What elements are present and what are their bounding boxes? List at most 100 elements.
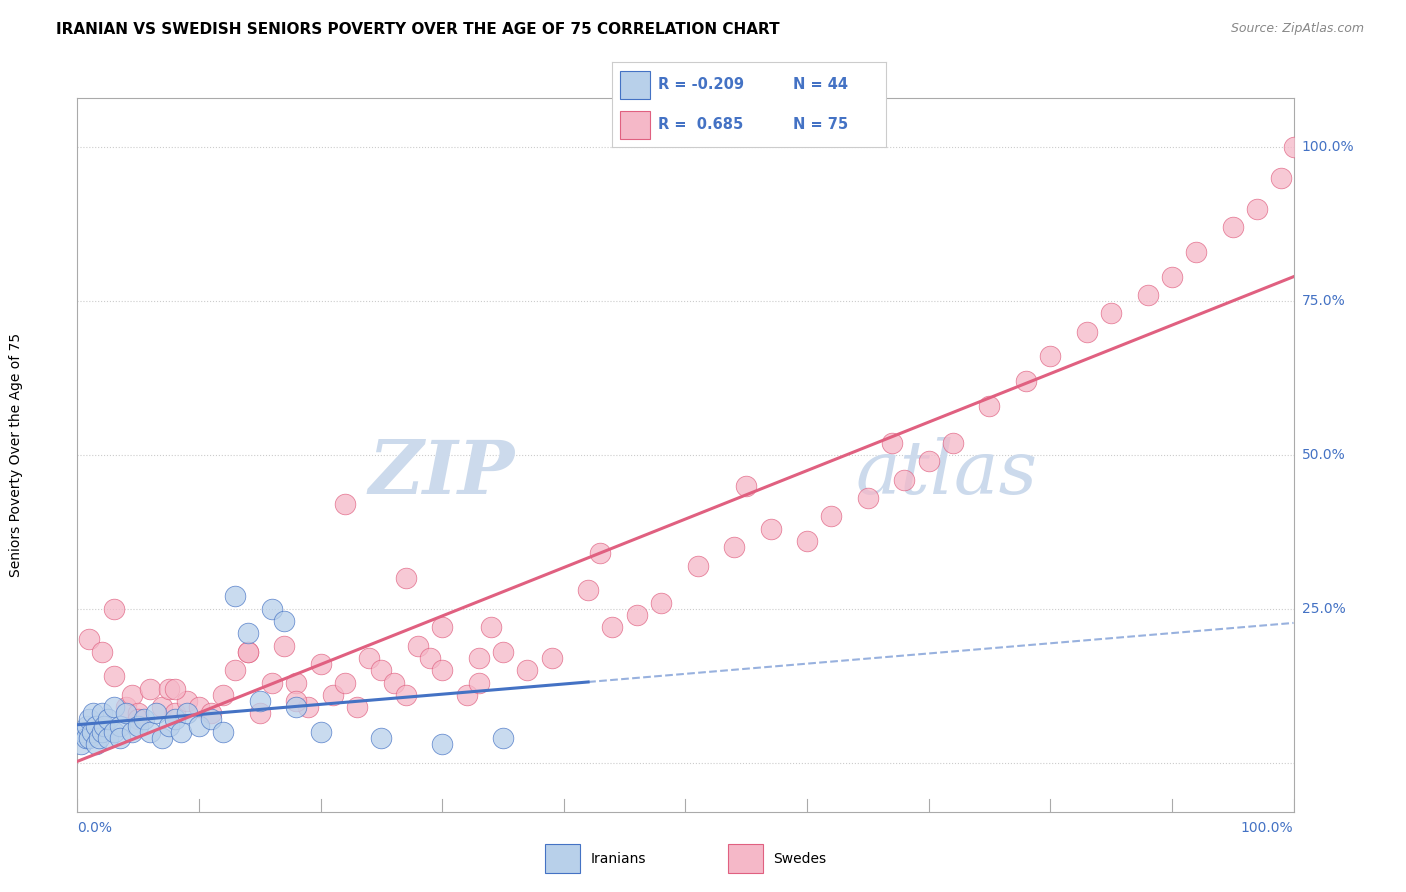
- Point: [430, 663, 453, 677]
- Text: 50.0%: 50.0%: [1302, 448, 1346, 462]
- Text: Seniors Poverty Over the Age of 75: Seniors Poverty Over the Age of 75: [8, 333, 22, 577]
- Text: Iranians: Iranians: [591, 852, 645, 865]
- Point: [97, 713, 120, 727]
- Point: [395, 571, 418, 585]
- Point: [90, 706, 112, 721]
- Point: [103, 601, 125, 615]
- Text: 100.0%: 100.0%: [1241, 821, 1294, 835]
- Point: [589, 546, 612, 560]
- Point: [492, 645, 515, 659]
- Point: [979, 399, 1001, 413]
- Point: [686, 558, 709, 573]
- Point: [157, 681, 180, 696]
- Point: [121, 724, 143, 739]
- Point: [90, 645, 112, 659]
- Point: [759, 522, 782, 536]
- Point: [236, 645, 259, 659]
- Point: [723, 540, 745, 554]
- Point: [127, 706, 149, 721]
- Point: [406, 639, 429, 653]
- Point: [1099, 306, 1122, 320]
- Point: [918, 454, 941, 468]
- Point: [370, 663, 392, 677]
- Text: 0.0%: 0.0%: [77, 821, 112, 835]
- Text: 100.0%: 100.0%: [1302, 140, 1354, 154]
- Text: N = 75: N = 75: [793, 117, 848, 132]
- Point: [382, 675, 405, 690]
- Point: [309, 657, 332, 671]
- Point: [163, 681, 186, 696]
- Point: [273, 614, 295, 628]
- Point: [103, 724, 125, 739]
- Point: [467, 675, 489, 690]
- Point: [856, 491, 879, 505]
- Point: [163, 706, 186, 721]
- Text: 25.0%: 25.0%: [1302, 602, 1346, 615]
- Point: [212, 724, 235, 739]
- Text: Source: ZipAtlas.com: Source: ZipAtlas.com: [1230, 22, 1364, 36]
- Bar: [544, 844, 579, 873]
- Point: [108, 731, 131, 745]
- Point: [273, 639, 295, 653]
- Point: [540, 651, 562, 665]
- Point: [1185, 244, 1208, 259]
- Point: [115, 700, 138, 714]
- Point: [90, 724, 112, 739]
- Point: [735, 478, 758, 492]
- Point: [157, 718, 180, 732]
- Point: [260, 675, 283, 690]
- Point: [322, 688, 344, 702]
- Point: [127, 718, 149, 732]
- Point: [492, 731, 515, 745]
- Point: [456, 688, 478, 702]
- Point: [152, 700, 174, 714]
- Point: [89, 731, 111, 745]
- Point: [479, 620, 502, 634]
- Text: ZIP: ZIP: [368, 437, 515, 509]
- Point: [139, 724, 162, 739]
- Point: [145, 706, 167, 721]
- Point: [1136, 288, 1159, 302]
- Point: [467, 651, 489, 665]
- Point: [333, 675, 356, 690]
- Point: [176, 706, 198, 721]
- Point: [516, 663, 538, 677]
- Point: [820, 509, 842, 524]
- Point: [602, 620, 624, 634]
- Point: [70, 737, 93, 751]
- Point: [297, 700, 319, 714]
- Point: [108, 718, 131, 732]
- Point: [200, 706, 222, 721]
- Point: [309, 724, 332, 739]
- Point: [1282, 140, 1305, 154]
- Point: [79, 713, 101, 727]
- Point: [346, 700, 368, 714]
- Point: [430, 737, 453, 751]
- Point: [139, 681, 162, 696]
- Point: [76, 718, 98, 732]
- Point: [882, 435, 904, 450]
- Point: [1222, 220, 1244, 235]
- Point: [796, 534, 818, 549]
- Point: [285, 700, 308, 714]
- Text: IRANIAN VS SWEDISH SENIORS POVERTY OVER THE AGE OF 75 CORRELATION CHART: IRANIAN VS SWEDISH SENIORS POVERTY OVER …: [56, 22, 780, 37]
- Text: R = -0.209: R = -0.209: [658, 78, 744, 93]
- Point: [103, 669, 125, 683]
- Point: [103, 700, 125, 714]
- Point: [93, 718, 115, 732]
- Point: [1039, 350, 1062, 364]
- Text: Swedes: Swedes: [773, 852, 827, 865]
- Point: [1015, 374, 1038, 388]
- Point: [430, 620, 453, 634]
- Point: [163, 713, 186, 727]
- Point: [333, 497, 356, 511]
- Point: [82, 706, 104, 721]
- Point: [79, 632, 101, 647]
- Point: [626, 607, 648, 622]
- Point: [176, 694, 198, 708]
- Point: [236, 626, 259, 640]
- Point: [115, 706, 138, 721]
- Bar: [620, 71, 650, 99]
- Point: [97, 731, 120, 745]
- Point: [75, 731, 97, 745]
